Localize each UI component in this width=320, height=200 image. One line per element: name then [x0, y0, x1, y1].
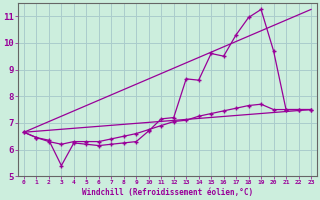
X-axis label: Windchill (Refroidissement éolien,°C): Windchill (Refroidissement éolien,°C)	[82, 188, 253, 197]
